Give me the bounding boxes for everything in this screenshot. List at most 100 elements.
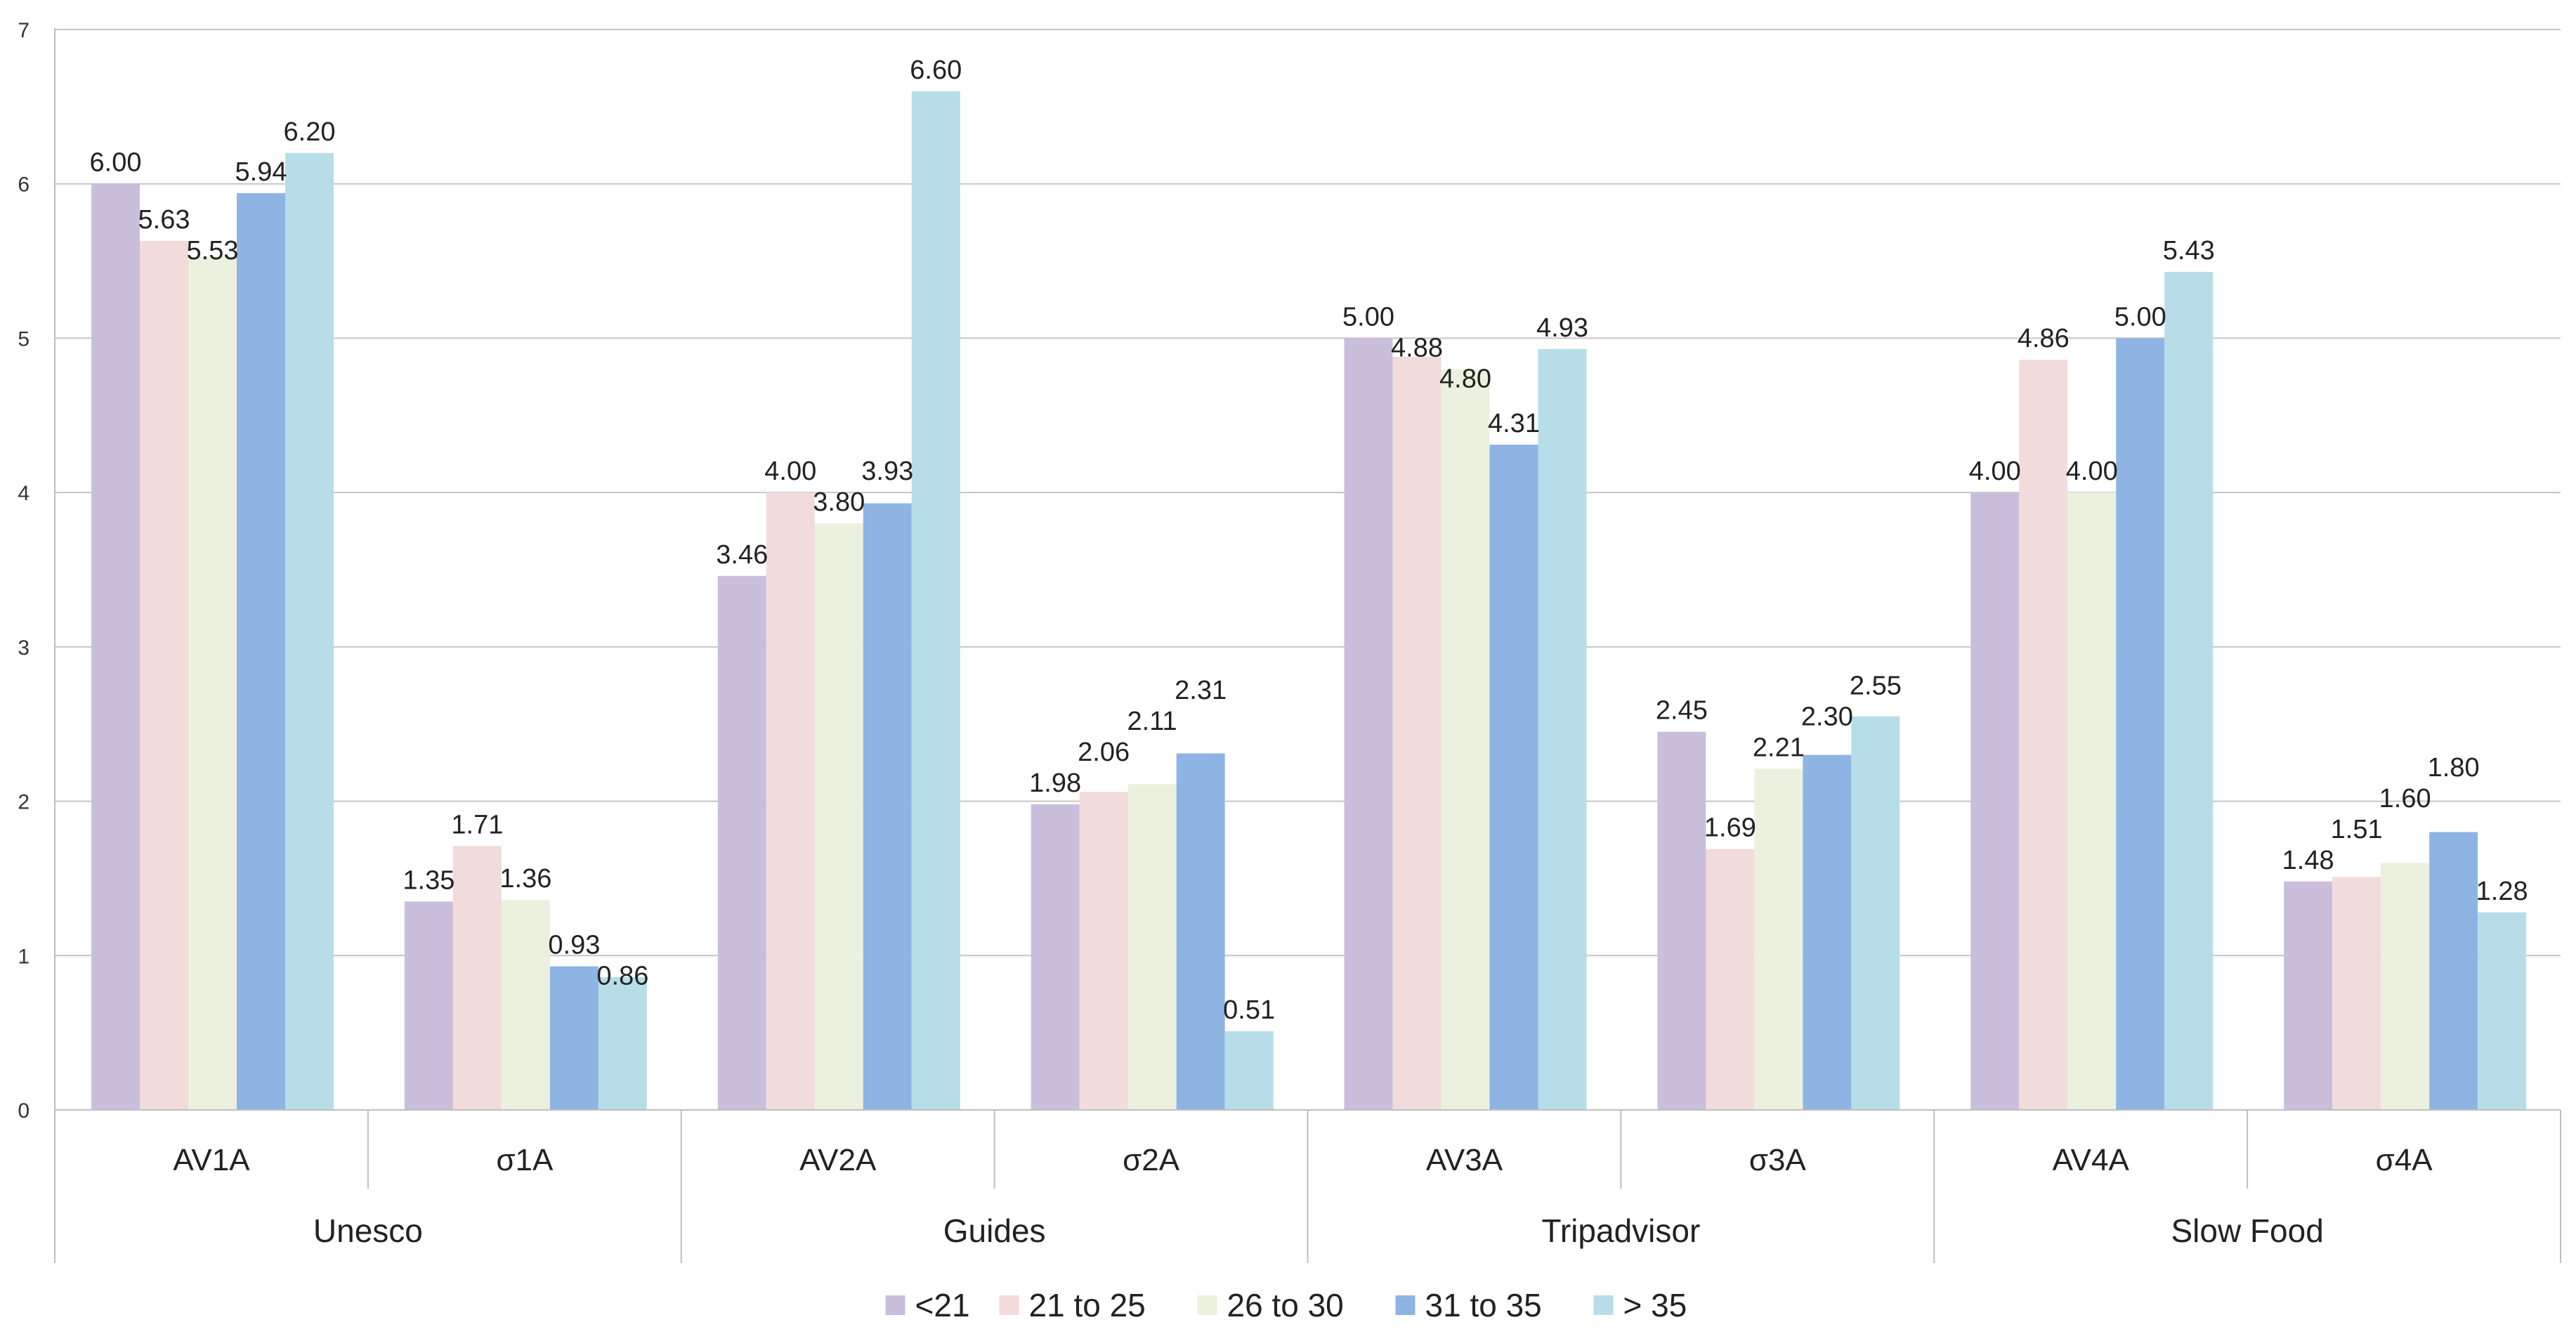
data-label: 2.31 <box>1175 676 1227 705</box>
bar <box>717 575 766 1110</box>
y-tick-label: 4 <box>18 482 30 505</box>
category-label: σ3A <box>1749 1143 1807 1177</box>
bar <box>2164 271 2214 1110</box>
bar <box>140 241 188 1111</box>
group-label: Unesco <box>313 1212 423 1249</box>
bar <box>1538 348 1587 1110</box>
bar <box>766 492 815 1110</box>
bar <box>1079 792 1128 1110</box>
data-label: 2.30 <box>1801 702 1853 731</box>
category-label: AV2A <box>799 1143 877 1177</box>
data-label: 3.80 <box>813 488 865 517</box>
bar <box>1657 731 1706 1110</box>
data-label: 1.69 <box>1704 813 1756 843</box>
bar <box>1970 492 2020 1110</box>
legend-label: > 35 <box>1623 1287 1687 1323</box>
data-label: 2.55 <box>1850 671 1902 700</box>
data-label: 0.51 <box>1223 995 1275 1025</box>
y-tick-label: 7 <box>18 19 30 42</box>
bar <box>549 966 599 1110</box>
bars <box>91 91 2527 1111</box>
bar <box>1441 369 1490 1111</box>
data-label: 1.71 <box>451 810 503 839</box>
legend-label: 26 to 30 <box>1227 1287 1344 1323</box>
category-label: σ2A <box>1123 1143 1180 1177</box>
gridlines <box>55 29 2561 957</box>
y-tick-label: 5 <box>18 327 30 351</box>
data-label: 0.86 <box>596 962 648 991</box>
bar <box>1754 769 1803 1110</box>
y-tick-label: 6 <box>18 174 30 197</box>
bar <box>285 152 334 1110</box>
data-label: 1.36 <box>499 864 551 894</box>
x-axis: AV1A σ1A AV2A σ2A AV3A σ3A AV4A σ4A Unesco Guides… <box>54 28 2561 1263</box>
data-label: 4.00 <box>764 457 816 486</box>
data-label: 6.20 <box>284 117 336 147</box>
bar <box>598 977 647 1110</box>
data-label: 4.86 <box>2018 324 2070 353</box>
bar <box>2478 912 2527 1110</box>
bar <box>1344 338 1393 1110</box>
data-label: 4.93 <box>1536 313 1588 343</box>
data-label: 4.00 <box>2066 457 2118 486</box>
bar <box>1176 753 1225 1110</box>
bar <box>188 256 237 1111</box>
bar <box>2381 863 2430 1110</box>
legend-swatch <box>999 1295 1019 1315</box>
bar <box>863 503 912 1110</box>
data-label: 1.98 <box>1029 769 1081 798</box>
data-label: 2.11 <box>1127 707 1177 736</box>
bar <box>911 91 960 1110</box>
bar <box>501 900 550 1110</box>
data-label: 0.93 <box>548 931 600 960</box>
category-label: AV3A <box>1426 1143 1503 1177</box>
data-label: 4.80 <box>1439 364 1491 393</box>
legend-label: 31 to 35 <box>1425 1287 1542 1323</box>
bar <box>2284 881 2333 1110</box>
bar <box>1127 784 1177 1110</box>
data-label: 1.51 <box>2331 815 2383 844</box>
legend-label: 21 to 25 <box>1029 1287 1146 1323</box>
category-label: σ4A <box>2376 1143 2433 1177</box>
data-label: 5.43 <box>2163 236 2215 266</box>
data-label: 5.94 <box>235 157 287 187</box>
legend-swatch <box>1197 1295 1217 1315</box>
group-label: Guides <box>943 1212 1046 1249</box>
legend-swatch <box>885 1295 905 1315</box>
bar <box>2067 492 2117 1110</box>
data-label: 5.00 <box>2114 302 2166 332</box>
data-label: 2.45 <box>1656 696 1708 726</box>
data-label: 1.48 <box>2282 846 2334 875</box>
group-label: Tripadvisor <box>1541 1212 1700 1249</box>
data-label: 5.00 <box>1342 302 1394 332</box>
legend-label: <21 <box>915 1287 970 1323</box>
data-label: 5.53 <box>187 236 239 266</box>
data-label: 3.93 <box>861 457 913 486</box>
legend-swatch <box>1395 1295 1416 1315</box>
bar <box>1224 1031 1274 1110</box>
legend: <21 21 to 25 26 to 30 31 to 35 > 35 <box>885 1287 1687 1323</box>
category-label: AV4A <box>2053 1143 2130 1177</box>
bar <box>237 192 285 1110</box>
y-tick-label: 2 <box>18 791 30 814</box>
bar <box>1851 716 1900 1110</box>
data-label: 4.88 <box>1391 333 1443 362</box>
data-label: 2.06 <box>1078 738 1130 767</box>
y-tick-label: 3 <box>18 636 30 660</box>
bar <box>2019 360 2068 1110</box>
bar <box>1706 849 1755 1110</box>
bar <box>452 846 502 1110</box>
y-tick-label: 0 <box>18 1099 30 1123</box>
bar <box>1803 754 1852 1110</box>
data-label: 3.46 <box>716 540 768 570</box>
bar <box>2429 832 2478 1110</box>
bar <box>1392 356 1441 1110</box>
data-label: 1.60 <box>2379 784 2431 813</box>
bar <box>404 901 453 1110</box>
bar <box>91 183 140 1110</box>
group-label: Slow Food <box>2171 1212 2323 1249</box>
y-axis-ticks: 0 1 2 3 4 5 6 7 <box>18 19 30 1123</box>
bar <box>2332 877 2381 1110</box>
data-label: 1.35 <box>403 865 455 895</box>
